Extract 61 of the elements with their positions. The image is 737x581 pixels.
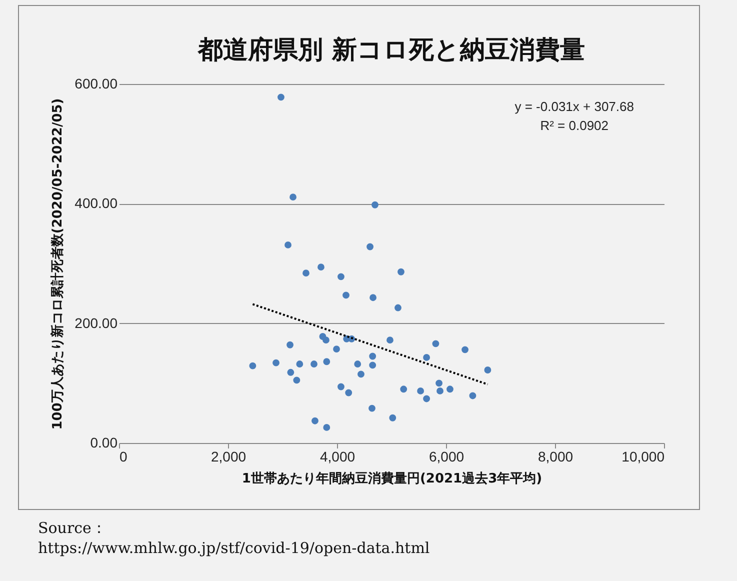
y-tick-label: 0.00 (90, 434, 118, 450)
point (272, 359, 280, 366)
point (358, 370, 364, 378)
point (423, 354, 430, 361)
chart-title: 都道府県別 新コロ死と納豆消費量 (197, 35, 585, 64)
point (423, 395, 430, 402)
annotation: R² = 0.0902 (539, 117, 610, 135)
text: https://www.mhlw.go.jp/stf/covid-19/open-data.html (38, 538, 430, 558)
point (436, 387, 444, 394)
point (446, 386, 454, 393)
point (333, 346, 340, 353)
source-note: Source： (38, 518, 108, 538)
point (290, 194, 296, 201)
point (354, 360, 362, 368)
point (249, 362, 256, 370)
point (302, 270, 310, 277)
point (323, 424, 330, 431)
x-tick-label: 0 (120, 448, 128, 464)
point (286, 341, 294, 348)
point (293, 376, 300, 384)
point (312, 417, 318, 424)
point (398, 268, 404, 276)
x-tick-label: 10,000 (622, 448, 665, 464)
x-tick-label: 6,000 (428, 448, 464, 464)
point (345, 389, 352, 396)
point (369, 362, 376, 369)
annotation: y = -0.031x + 307.68 (514, 98, 634, 116)
point (278, 94, 284, 101)
point (370, 294, 376, 302)
point (310, 360, 318, 368)
point (394, 304, 402, 312)
point (484, 366, 492, 374)
point (338, 383, 344, 390)
y-tick-label: 400.00 (74, 195, 118, 212)
y-tick-label: 200.00 (74, 314, 118, 331)
y-axis-title: 100万人あたり新コロ累計死者数(2020/05-2022/05) (50, 98, 66, 430)
point (469, 392, 476, 400)
x-tick-label: 2,000 (210, 448, 246, 464)
point (318, 264, 324, 271)
point (372, 201, 378, 208)
x-tick-label: 8,000 (538, 448, 574, 464)
point (366, 243, 374, 250)
point (436, 380, 442, 387)
y-tick-label: 600.00 (74, 76, 118, 92)
point (369, 352, 376, 360)
point (296, 360, 304, 368)
point (432, 340, 440, 348)
point (386, 336, 394, 344)
x-tick-label: 4,000 (320, 448, 356, 464)
point (287, 368, 294, 376)
point (323, 358, 330, 366)
point (368, 404, 376, 412)
point (462, 346, 468, 354)
point (417, 387, 424, 394)
x-axis-title: 1世帯あたり年間納豆消費量円(2021過去3年平均) (242, 472, 542, 486)
point (400, 386, 408, 393)
point (284, 241, 292, 248)
point (338, 273, 344, 280)
point (322, 336, 330, 344)
point (342, 292, 350, 299)
point (389, 414, 396, 422)
